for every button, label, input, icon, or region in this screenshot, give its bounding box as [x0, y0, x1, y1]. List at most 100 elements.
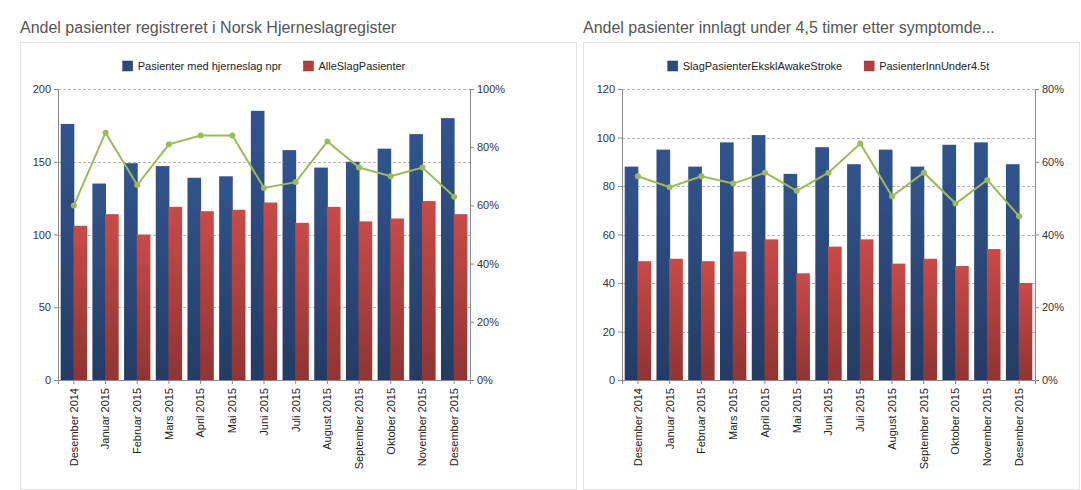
panel-frame: [21, 43, 577, 490]
tick-label: Januar 2015: [99, 388, 111, 449]
bar: [251, 111, 265, 380]
tick-label: September 2015: [353, 388, 365, 469]
marker: [826, 170, 832, 176]
tick-label: 40%: [1042, 229, 1064, 241]
bar: [422, 201, 436, 380]
tick-label: November 2015: [981, 388, 993, 466]
legend-item: PasienterInnUnder4.5t: [864, 60, 989, 72]
tick-mark: [54, 307, 58, 308]
line: [74, 133, 454, 206]
tick-mark: [828, 380, 829, 384]
tick: November 2015: [416, 380, 428, 466]
tick-mark: [137, 380, 138, 384]
tick-label: 60: [603, 229, 615, 241]
tick: Mai 2015: [226, 380, 238, 433]
tick: April 2015: [194, 380, 206, 438]
marker: [229, 133, 235, 139]
tick: 40%: [1035, 229, 1064, 241]
tick-label: November 2015: [416, 388, 428, 466]
tick-label: Mars 2015: [727, 388, 739, 440]
tick-mark: [200, 380, 201, 384]
bar: [892, 264, 906, 380]
tick: Januar 2015: [664, 380, 676, 449]
tick: 80%: [470, 141, 499, 153]
marker: [198, 133, 204, 139]
tick-mark: [390, 380, 391, 384]
grid-line: [58, 89, 470, 90]
chart-title: Andel pasienter innlagt under 4,5 timer …: [583, 19, 995, 36]
tick: Desember 2014: [632, 380, 644, 466]
panel-frame: [584, 43, 1080, 490]
tick-label: Desember 2014: [632, 388, 644, 466]
tick: Desember 2015: [448, 380, 460, 466]
tick-mark: [470, 147, 474, 148]
marker: [261, 185, 267, 191]
bar: [441, 118, 455, 380]
bar: [359, 221, 373, 380]
tick-label: August 2015: [886, 388, 898, 450]
tick: 40: [603, 277, 622, 289]
tick: 200: [33, 83, 58, 95]
tick-label: Februar 2015: [131, 388, 143, 454]
tick: September 2015: [353, 380, 365, 469]
tick: 60: [603, 229, 622, 241]
tick-label: 80%: [477, 141, 499, 153]
tick-mark: [168, 380, 169, 384]
tick-mark: [54, 89, 58, 90]
marker: [419, 165, 425, 171]
tick: Juli 2015: [854, 380, 866, 432]
tick-label: 60%: [477, 199, 499, 211]
tick-mark: [618, 138, 622, 139]
bar-series: [625, 135, 1020, 380]
tick-label: Januar 2015: [664, 388, 676, 449]
marker: [451, 194, 457, 200]
tick-label: Mai 2015: [791, 388, 803, 433]
bar: [701, 261, 715, 380]
marker: [953, 201, 959, 207]
x-axis: Desember 2014Januar 2015Februar 2015Mars…: [623, 380, 1036, 469]
marker: [857, 141, 863, 147]
tick-label: Juni 2015: [258, 388, 270, 436]
marker: [762, 170, 768, 176]
tick: 0: [609, 374, 622, 386]
legend-label: PasienterInnUnder4.5t: [879, 60, 989, 72]
tick-mark: [1035, 162, 1039, 163]
tick-label: Desember 2014: [68, 388, 80, 466]
tick-mark: [54, 162, 58, 163]
tick-label: 20%: [477, 316, 499, 328]
tick-mark: [618, 89, 622, 90]
marker: [635, 173, 641, 179]
tick-label: Juni 2015: [822, 388, 834, 436]
bar: [390, 218, 404, 380]
chart: Andel pasienter registreret i Norsk Hjer…: [20, 19, 577, 490]
tick: 20%: [1035, 301, 1064, 313]
marker: [698, 173, 704, 179]
bar: [942, 145, 956, 380]
tick-mark: [422, 380, 423, 384]
legend-item: AlleSlagPasienter: [303, 60, 405, 72]
bar: [137, 235, 151, 381]
chart-canvas: Andel pasienter registreret i Norsk Hjer…: [0, 0, 1081, 490]
tick-label: 80: [603, 180, 615, 192]
tick-label: 120: [597, 83, 615, 95]
tick-label: Oktober 2015: [385, 388, 397, 455]
marker: [1016, 213, 1022, 219]
tick-mark: [669, 380, 670, 384]
bar: [124, 163, 138, 380]
tick-label: Juli 2015: [290, 388, 302, 432]
tick-label: 0: [609, 374, 615, 386]
bar: [733, 251, 747, 380]
tick-mark: [987, 380, 988, 384]
line: [638, 144, 1019, 217]
tick: 100: [597, 132, 622, 144]
marker: [134, 182, 140, 188]
tick: 50: [39, 301, 58, 313]
marker: [730, 181, 736, 187]
bar-series: [637, 239, 1032, 380]
tick-mark: [618, 235, 622, 236]
tick-mark: [860, 380, 861, 384]
axis-line: [59, 381, 471, 385]
tick-label: 100%: [477, 83, 505, 95]
markers: [635, 141, 1022, 220]
tick: August 2015: [886, 380, 898, 450]
